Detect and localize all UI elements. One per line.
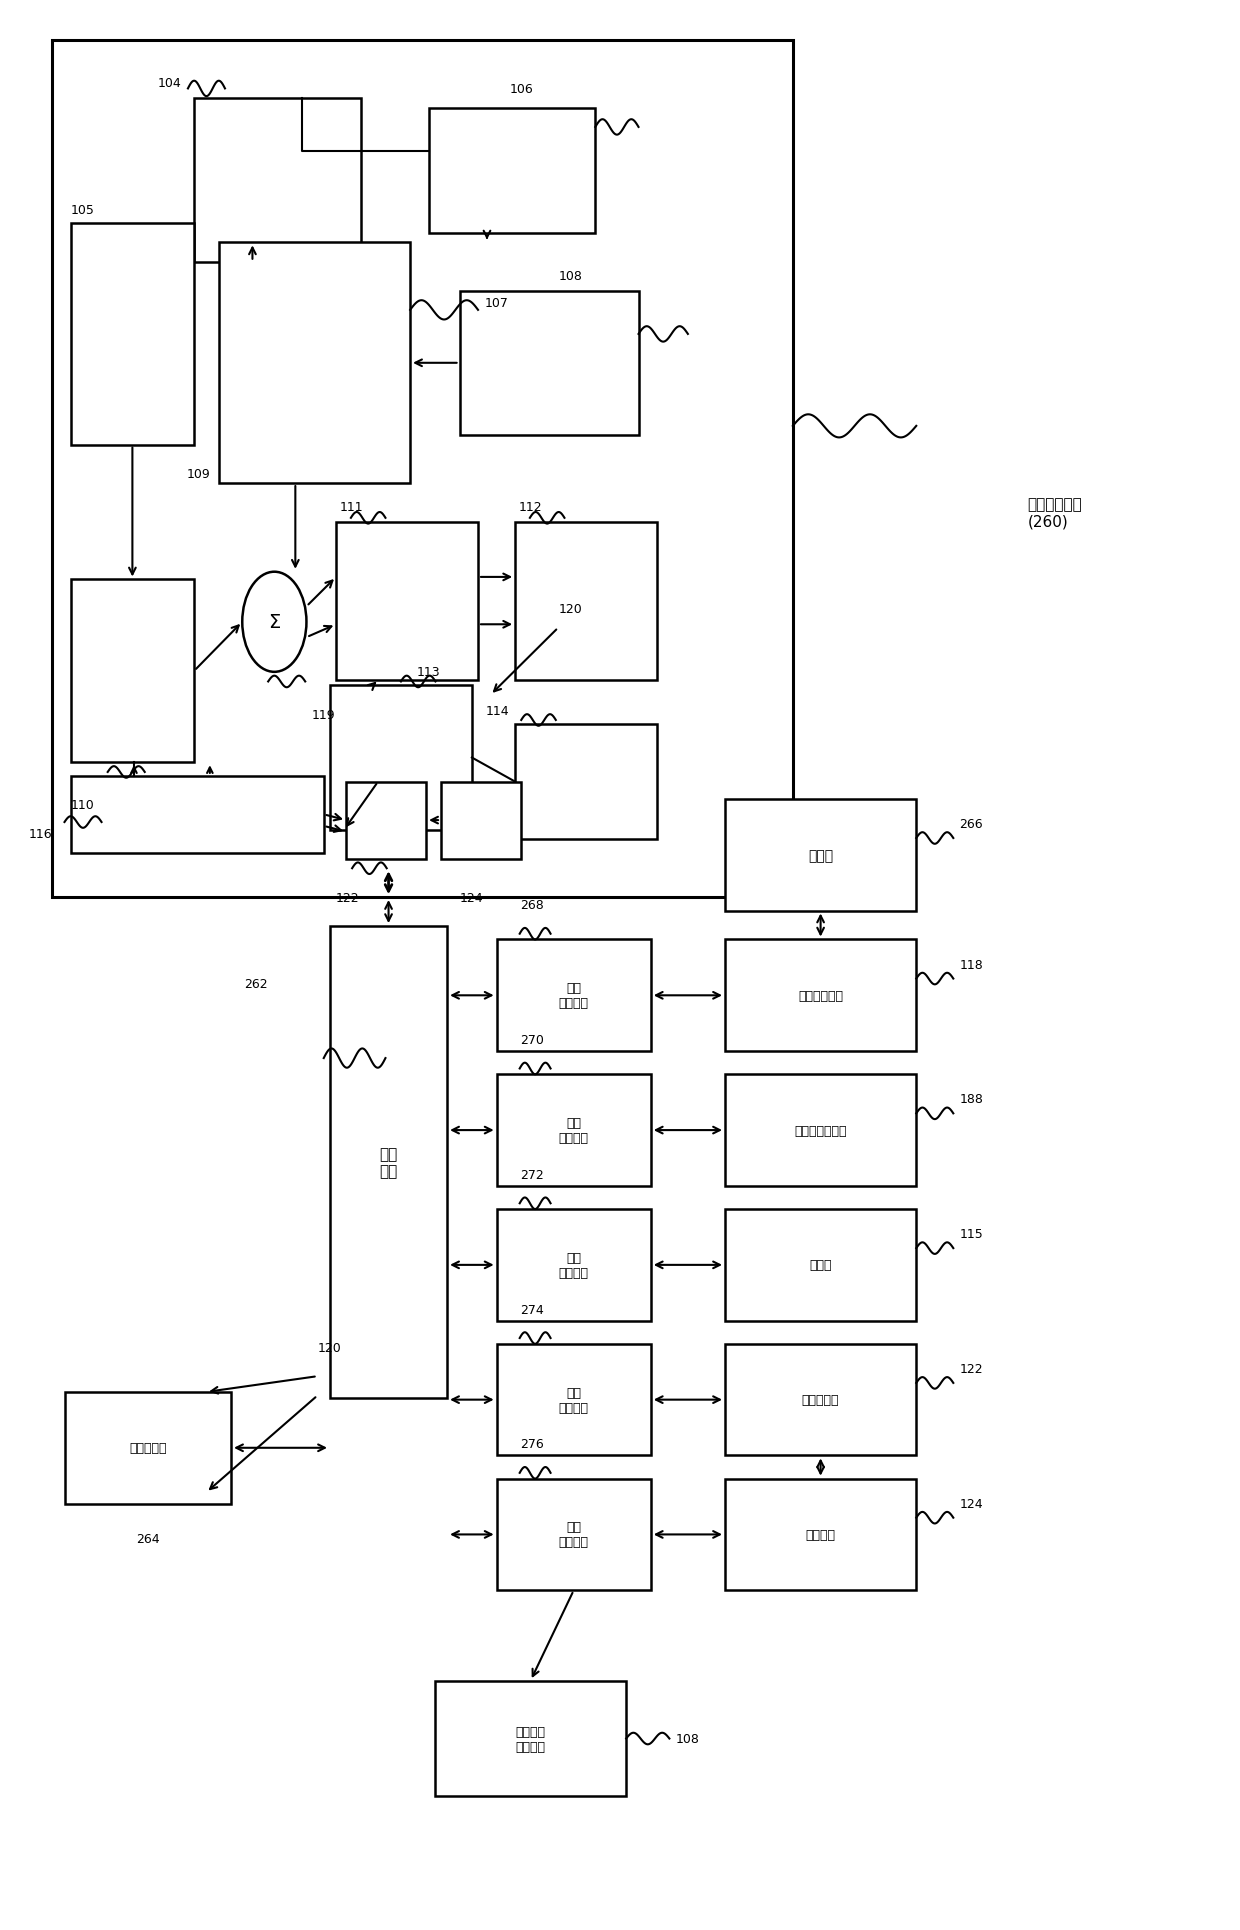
Bar xyxy=(496,1478,651,1590)
Text: 111: 111 xyxy=(340,500,363,513)
Text: 120: 120 xyxy=(559,602,583,616)
Text: 114: 114 xyxy=(485,704,508,718)
Text: 115: 115 xyxy=(960,1227,983,1241)
Bar xyxy=(725,1478,916,1590)
Text: 第四
数据端口: 第四 数据端口 xyxy=(559,1386,589,1415)
Text: 270: 270 xyxy=(520,1034,543,1046)
Bar xyxy=(496,940,651,1052)
Bar xyxy=(64,1392,231,1503)
Bar xyxy=(496,1343,651,1455)
Text: 119: 119 xyxy=(311,708,335,722)
Text: 传感器: 传感器 xyxy=(810,1258,832,1272)
Bar xyxy=(330,926,448,1397)
Bar xyxy=(460,291,639,436)
Text: 109: 109 xyxy=(186,467,210,481)
Text: 262: 262 xyxy=(244,979,268,990)
Bar xyxy=(435,1681,626,1797)
Bar xyxy=(725,799,916,911)
Bar xyxy=(330,685,472,830)
Bar xyxy=(496,1210,651,1320)
Text: 122: 122 xyxy=(960,1363,983,1376)
Text: 268: 268 xyxy=(520,899,543,911)
Text: 112: 112 xyxy=(518,500,542,513)
Text: 274: 274 xyxy=(520,1303,543,1316)
Text: 116: 116 xyxy=(29,828,52,841)
Bar xyxy=(195,98,361,262)
Text: 188: 188 xyxy=(960,1092,983,1106)
Text: 第三
数据端口: 第三 数据端口 xyxy=(559,1251,589,1280)
Text: 122: 122 xyxy=(336,892,360,903)
Bar xyxy=(71,776,324,853)
Bar xyxy=(725,1343,916,1455)
Text: 106: 106 xyxy=(510,83,533,96)
Circle shape xyxy=(242,573,306,672)
Bar xyxy=(429,108,595,234)
Text: 第一
数据端口: 第一 数据端口 xyxy=(559,982,589,1009)
Text: 108: 108 xyxy=(676,1731,699,1745)
Text: 124: 124 xyxy=(460,892,484,903)
Text: 264: 264 xyxy=(136,1532,160,1546)
Text: 105: 105 xyxy=(71,205,94,216)
Bar xyxy=(725,1210,916,1320)
Bar xyxy=(71,581,195,762)
Bar xyxy=(515,523,657,679)
Text: 控制器: 控制器 xyxy=(808,849,833,863)
Bar xyxy=(218,243,410,484)
Text: 104: 104 xyxy=(157,77,182,91)
Text: 终端电压
反馈模块: 终端电压 反馈模块 xyxy=(516,1725,546,1752)
Text: 数据存储装置
(260): 数据存储装置 (260) xyxy=(1028,496,1083,529)
Bar xyxy=(725,1075,916,1187)
Text: 118: 118 xyxy=(960,957,983,971)
Text: 第二
数据端口: 第二 数据端口 xyxy=(559,1117,589,1144)
Text: 数据
总线: 数据 总线 xyxy=(379,1146,398,1179)
Text: 110: 110 xyxy=(71,799,94,813)
Bar xyxy=(346,782,427,859)
Text: 113: 113 xyxy=(417,666,440,679)
Text: 108: 108 xyxy=(559,270,583,282)
Bar xyxy=(336,523,479,679)
Text: 266: 266 xyxy=(960,818,983,830)
Bar xyxy=(725,940,916,1052)
Text: 逆变器切换电路: 逆变器切换电路 xyxy=(795,1123,847,1137)
Bar xyxy=(441,782,521,859)
Text: 第五
数据端口: 第五 数据端口 xyxy=(559,1521,589,1548)
Text: $\Sigma$: $\Sigma$ xyxy=(268,614,280,631)
Text: 124: 124 xyxy=(960,1498,983,1509)
Bar xyxy=(515,724,657,840)
Text: 车辆数据总线: 车辆数据总线 xyxy=(799,990,843,1002)
Text: 120: 120 xyxy=(317,1341,342,1355)
Bar xyxy=(52,41,792,897)
Bar xyxy=(496,1075,651,1187)
Text: 数据处理器: 数据处理器 xyxy=(129,1442,166,1455)
Text: 107: 107 xyxy=(484,297,508,311)
Text: 272: 272 xyxy=(520,1168,543,1181)
Text: 276: 276 xyxy=(520,1438,543,1451)
Bar xyxy=(71,224,195,446)
Text: 感测电路: 感测电路 xyxy=(806,1529,836,1542)
Text: 模数转换器: 模数转换器 xyxy=(802,1393,839,1407)
